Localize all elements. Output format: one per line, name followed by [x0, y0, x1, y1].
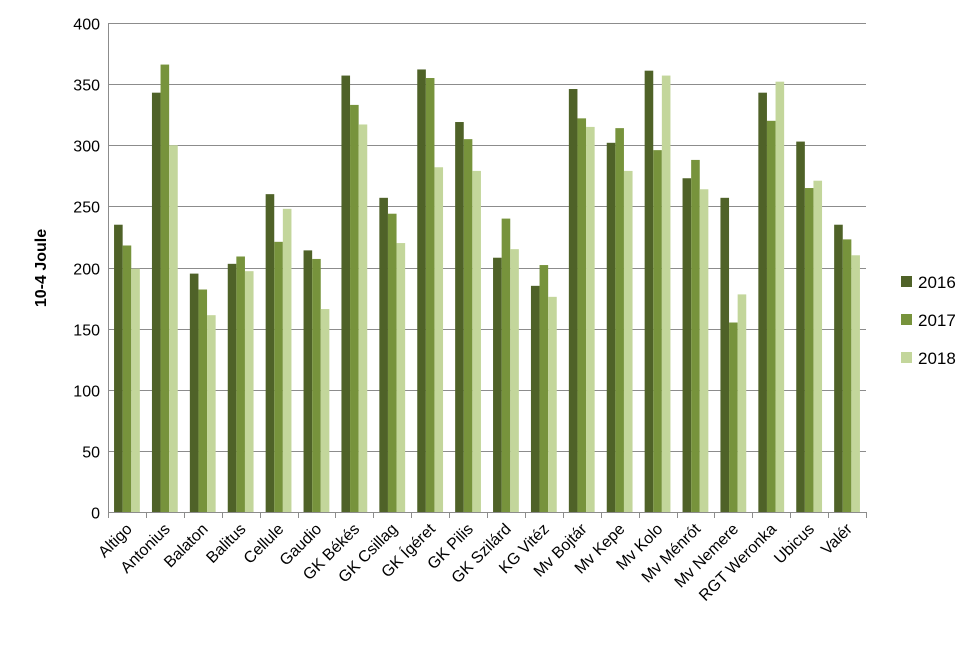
bar-2018	[699, 189, 709, 512]
bar-2017	[766, 120, 776, 513]
y-tick-label: 50	[82, 445, 100, 462]
axes	[108, 23, 867, 518]
bar-2016	[151, 92, 161, 513]
legend-label-2017: 2017	[918, 311, 956, 330]
bar-2016	[189, 273, 199, 512]
bar-2018	[586, 126, 595, 512]
legend-label-2016: 2016	[918, 273, 956, 292]
y-tick-label: 400	[73, 17, 100, 34]
bar-2017	[312, 258, 321, 512]
bar-2016	[606, 142, 616, 512]
bar-2018	[813, 180, 823, 512]
bar-2016	[796, 141, 805, 512]
legend: 2016 2017 2018	[901, 273, 956, 368]
legend-swatch-2018	[901, 352, 912, 363]
y-tick-label: 250	[73, 200, 100, 217]
bar-2018	[775, 81, 785, 513]
bar-2016	[758, 92, 767, 513]
bar-2017	[691, 159, 700, 513]
y-tick-label: 200	[73, 262, 100, 279]
legend-swatch-2017	[901, 314, 912, 325]
y-tick-label: 300	[73, 139, 100, 156]
bar-2017	[577, 118, 587, 512]
bar-2018	[358, 124, 368, 512]
bar-2017	[804, 188, 814, 512]
bar-2018	[282, 208, 292, 512]
bar-2017	[615, 128, 624, 512]
bar-2018	[510, 249, 519, 512]
y-tick-label: 350	[73, 78, 100, 95]
bar-2018	[131, 268, 140, 512]
x-tick-label: Ubicus	[771, 521, 818, 568]
bar-2016	[568, 89, 578, 512]
bar-2018	[244, 271, 254, 512]
bar-2018	[623, 170, 633, 513]
y-tick-label: 100	[73, 384, 100, 401]
bar-2017	[350, 104, 359, 512]
y-tick-label: 0	[91, 506, 100, 523]
bar-2018	[396, 243, 406, 513]
y-tick-labels: 0 50 100 150 200 250 300 350 400	[73, 17, 100, 523]
bar-2018	[661, 75, 671, 512]
bar-2018	[169, 145, 178, 512]
bar-2016	[455, 122, 464, 513]
bar-2018	[472, 170, 481, 513]
bar-2016	[720, 197, 730, 512]
bar-2016	[227, 263, 237, 512]
bar-2017	[653, 150, 662, 512]
bar-2016	[114, 224, 123, 512]
bar-2018	[320, 309, 330, 512]
x-tick-labels: AltigoAntoniusBalatonBalitusCelluleGaudi…	[95, 519, 856, 605]
bar-2017	[122, 245, 132, 512]
bar-2017	[842, 239, 852, 512]
bar-2016	[493, 257, 502, 512]
legend-swatch-2016	[901, 276, 912, 287]
bar-2017	[274, 241, 283, 512]
bar-2017	[160, 64, 170, 512]
bar-2016	[341, 75, 351, 512]
y-tick-label: 150	[73, 323, 100, 340]
bar-2016	[303, 250, 313, 512]
bar-2016	[530, 285, 540, 512]
gridlines	[108, 23, 866, 452]
bar-2018	[548, 296, 557, 512]
bar-2016	[265, 194, 275, 512]
bar-2018	[851, 255, 860, 512]
bar-2017	[198, 289, 208, 512]
bar-2016	[417, 69, 426, 512]
bar-2016	[834, 224, 843, 512]
bar-2018	[207, 315, 216, 512]
bar-2016	[644, 70, 654, 513]
bar-2017	[539, 265, 549, 512]
bar-2017	[387, 213, 397, 512]
x-tick-label: Valér	[818, 520, 856, 558]
bar-2017	[463, 139, 473, 512]
y-axis-title: 10-4 Joule	[33, 229, 50, 307]
x-tick-label: Balitus	[203, 521, 249, 567]
bar-2016	[379, 197, 388, 512]
bars	[114, 64, 860, 513]
legend-label-2018: 2018	[918, 349, 956, 368]
bar-2017	[501, 218, 511, 512]
bar-2018	[434, 167, 444, 512]
bar-2017	[425, 78, 435, 512]
bar-2018	[737, 294, 747, 512]
bar-2017	[236, 256, 245, 512]
bar-2017	[729, 322, 738, 512]
bar-2016	[682, 178, 692, 512]
